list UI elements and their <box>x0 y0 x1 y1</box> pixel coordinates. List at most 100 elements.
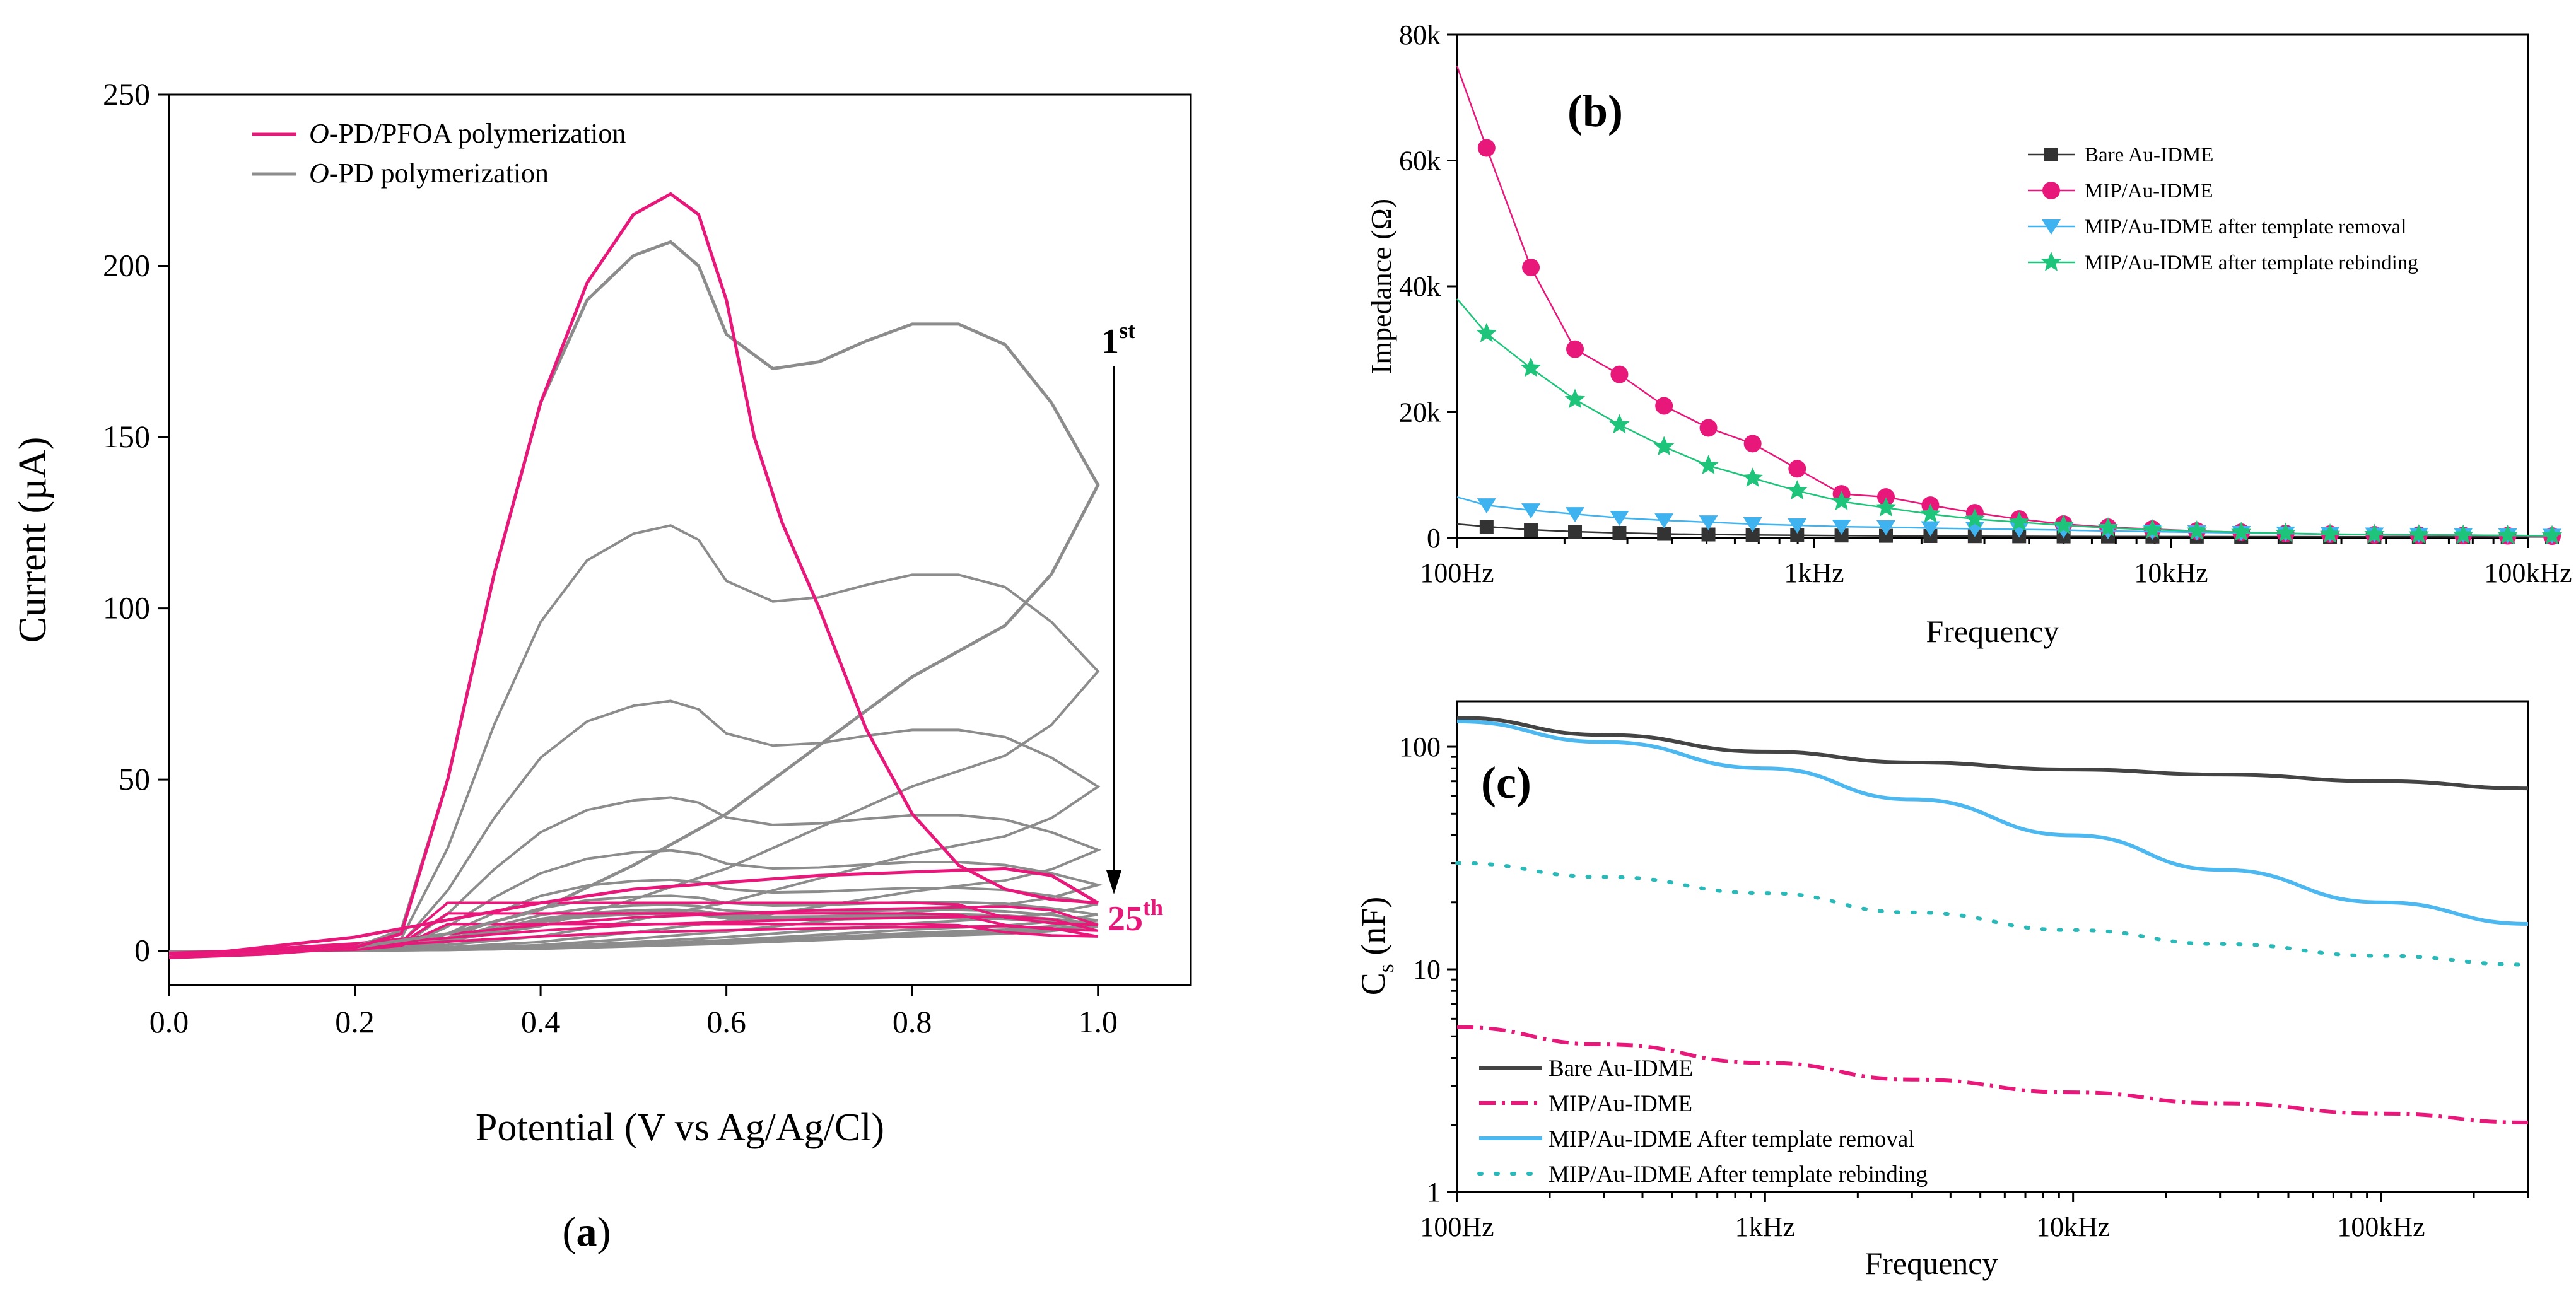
c-legend-label: MIP/Au-IDME After template removal <box>1549 1126 1915 1152</box>
b-point <box>1788 460 1806 478</box>
b-legend-label: MIP/Au-IDME after template removal <box>2085 216 2406 238</box>
panel-c: 100Hz 1kHz 10kHz 100kHz 1 10 100 Bare Au-IDME M… <box>1354 700 2530 1281</box>
panel-a-ylabel: Current (µA) <box>11 437 54 643</box>
b-point <box>1609 414 1630 434</box>
c-xtick-label: 10kHz <box>2036 1211 2110 1242</box>
c-series-line <box>1455 861 2530 967</box>
panel-b-xlabel: Frequency <box>1926 614 2059 649</box>
b-point <box>1790 528 1805 542</box>
a-series-line <box>168 240 1100 960</box>
b-point <box>1834 528 1849 543</box>
b-point <box>1521 503 1541 519</box>
b-point <box>1568 525 1583 539</box>
b-point <box>2231 522 2252 541</box>
b-point <box>1655 397 1673 415</box>
c-ytick-label: 100 <box>1399 732 1441 762</box>
c-legend-label: Bare Au-IDME <box>1549 1056 1693 1082</box>
b-series-line <box>1456 66 2553 537</box>
b-point <box>2364 523 2385 544</box>
c-ytick-label: 1 <box>1427 1177 1441 1208</box>
c-xtick-label: 1kHz <box>1735 1211 1795 1242</box>
b-point <box>2408 524 2429 544</box>
b-point <box>2186 520 2207 540</box>
b-point <box>1477 139 1496 157</box>
b-point <box>1612 526 1627 540</box>
panel-b-ticks: 100Hz 1kHz 10kHz 100kHz 0 20k 40k 60k 80k <box>1399 20 2572 588</box>
a-pfoa-decay-cycle <box>168 923 1099 954</box>
a-xtick-label: 0.8 <box>893 1004 932 1039</box>
c-series-line <box>1456 719 2529 926</box>
b-point <box>1921 521 1940 537</box>
b-point <box>1654 513 1674 529</box>
panel-c-xlabel: Frequency <box>1865 1246 1998 1281</box>
a-xtick-label: 0.4 <box>521 1004 561 1039</box>
panel-b-series <box>1456 66 2563 546</box>
a-ytick-label: 100 <box>103 590 150 626</box>
b-point <box>1964 508 1986 528</box>
b-point <box>1787 480 1808 499</box>
a-decay-cycle <box>168 796 1102 954</box>
b-point <box>1476 322 1497 342</box>
b-point <box>2009 511 2030 531</box>
panel-a-caption: (a) <box>563 1209 611 1255</box>
b-point <box>1522 259 1540 277</box>
a-series-line <box>168 192 1099 960</box>
panel-c-legend: Bare Au-IDME MIP/Au-IDME MIP/Au-IDME After… <box>1477 1056 1928 1188</box>
panel-b: 100Hz 1kHz 10kHz 100kHz 0 20k 40k 60k 80k Bare A… <box>1365 20 2572 649</box>
b-point <box>1477 498 1496 514</box>
b-point <box>2319 523 2341 543</box>
b-legend-label: MIP/Au-IDME after template rebinding <box>2085 252 2418 274</box>
b-point <box>1699 419 1718 437</box>
b-point <box>1657 527 1671 541</box>
a-ytick-label: 150 <box>103 419 150 454</box>
b-point <box>1524 523 1538 537</box>
b-point <box>1920 503 1941 523</box>
b-point <box>1520 357 1542 377</box>
a-decay-cycle <box>168 524 1100 957</box>
a-decay-cycle <box>168 699 1101 955</box>
a-xtick-label: 1.0 <box>1078 1004 1118 1039</box>
b-point <box>2497 525 2518 544</box>
panel-c-ylabel: Cs (nF) <box>1354 897 1398 996</box>
a-xtick-label: 0.6 <box>706 1004 746 1039</box>
legend-label-opd: O-PD polymerization <box>309 158 549 189</box>
b-xtick-label: 100Hz <box>1420 558 1494 588</box>
b-xtick-label: 100kHz <box>2484 558 2572 588</box>
c-legend-label: MIP/Au-IDME <box>1549 1091 1692 1117</box>
b-point <box>1743 435 1762 453</box>
a-xtick-label: 0.2 <box>335 1004 375 1039</box>
a-decay-cycle <box>168 849 1103 954</box>
panel-c-series <box>1455 716 2530 1124</box>
b-ytick-label: 60k <box>1399 146 1441 177</box>
b-point <box>2453 524 2474 544</box>
a-ytick-label: 50 <box>119 761 150 797</box>
annotation-last-cycle: 25th <box>1108 895 1163 938</box>
c-legend-label: MIP/Au-IDME After template rebinding <box>1549 1162 1928 1188</box>
a-pfoa-decay-cycle <box>168 912 1099 955</box>
b-point <box>1875 497 1897 517</box>
b-legend-label: MIP/Au-IDME <box>2085 180 2213 202</box>
b-point <box>1479 520 1494 534</box>
b-point <box>1610 365 1629 383</box>
b-point <box>1610 511 1629 527</box>
legend-label-pfoa: O-PD/PFOA polymerization <box>309 118 626 149</box>
panel-a-legend: O-PD/PFOA polymerization O-PD polymeriza… <box>252 118 626 189</box>
b-legend-marker <box>2040 252 2062 271</box>
b-ytick-label: 40k <box>1399 271 1441 302</box>
b-point <box>2054 523 2073 539</box>
a-pfoa-decay-cycle <box>168 901 1099 956</box>
b-ytick-label: 20k <box>1399 397 1441 428</box>
b-point <box>1566 340 1584 358</box>
b-xtick-label: 1kHz <box>1784 558 1844 588</box>
b-point <box>1699 515 1718 531</box>
b-point <box>1743 517 1762 533</box>
a-ytick-label: 0 <box>134 933 150 968</box>
panel-a: 0.0 0.2 0.4 0.6 0.8 1.0 0 50 100 150 200 250 O-PD/P… <box>11 76 1192 1255</box>
panel-c-ticks: 100Hz 1kHz 10kHz 100kHz 1 10 100 <box>1399 732 2529 1242</box>
c-series-line <box>1456 1025 2529 1124</box>
c-xtick-label: 100Hz <box>1420 1211 1494 1242</box>
b-point <box>1701 527 1716 542</box>
arrow-head <box>1106 870 1121 894</box>
b-point <box>1745 528 1760 542</box>
